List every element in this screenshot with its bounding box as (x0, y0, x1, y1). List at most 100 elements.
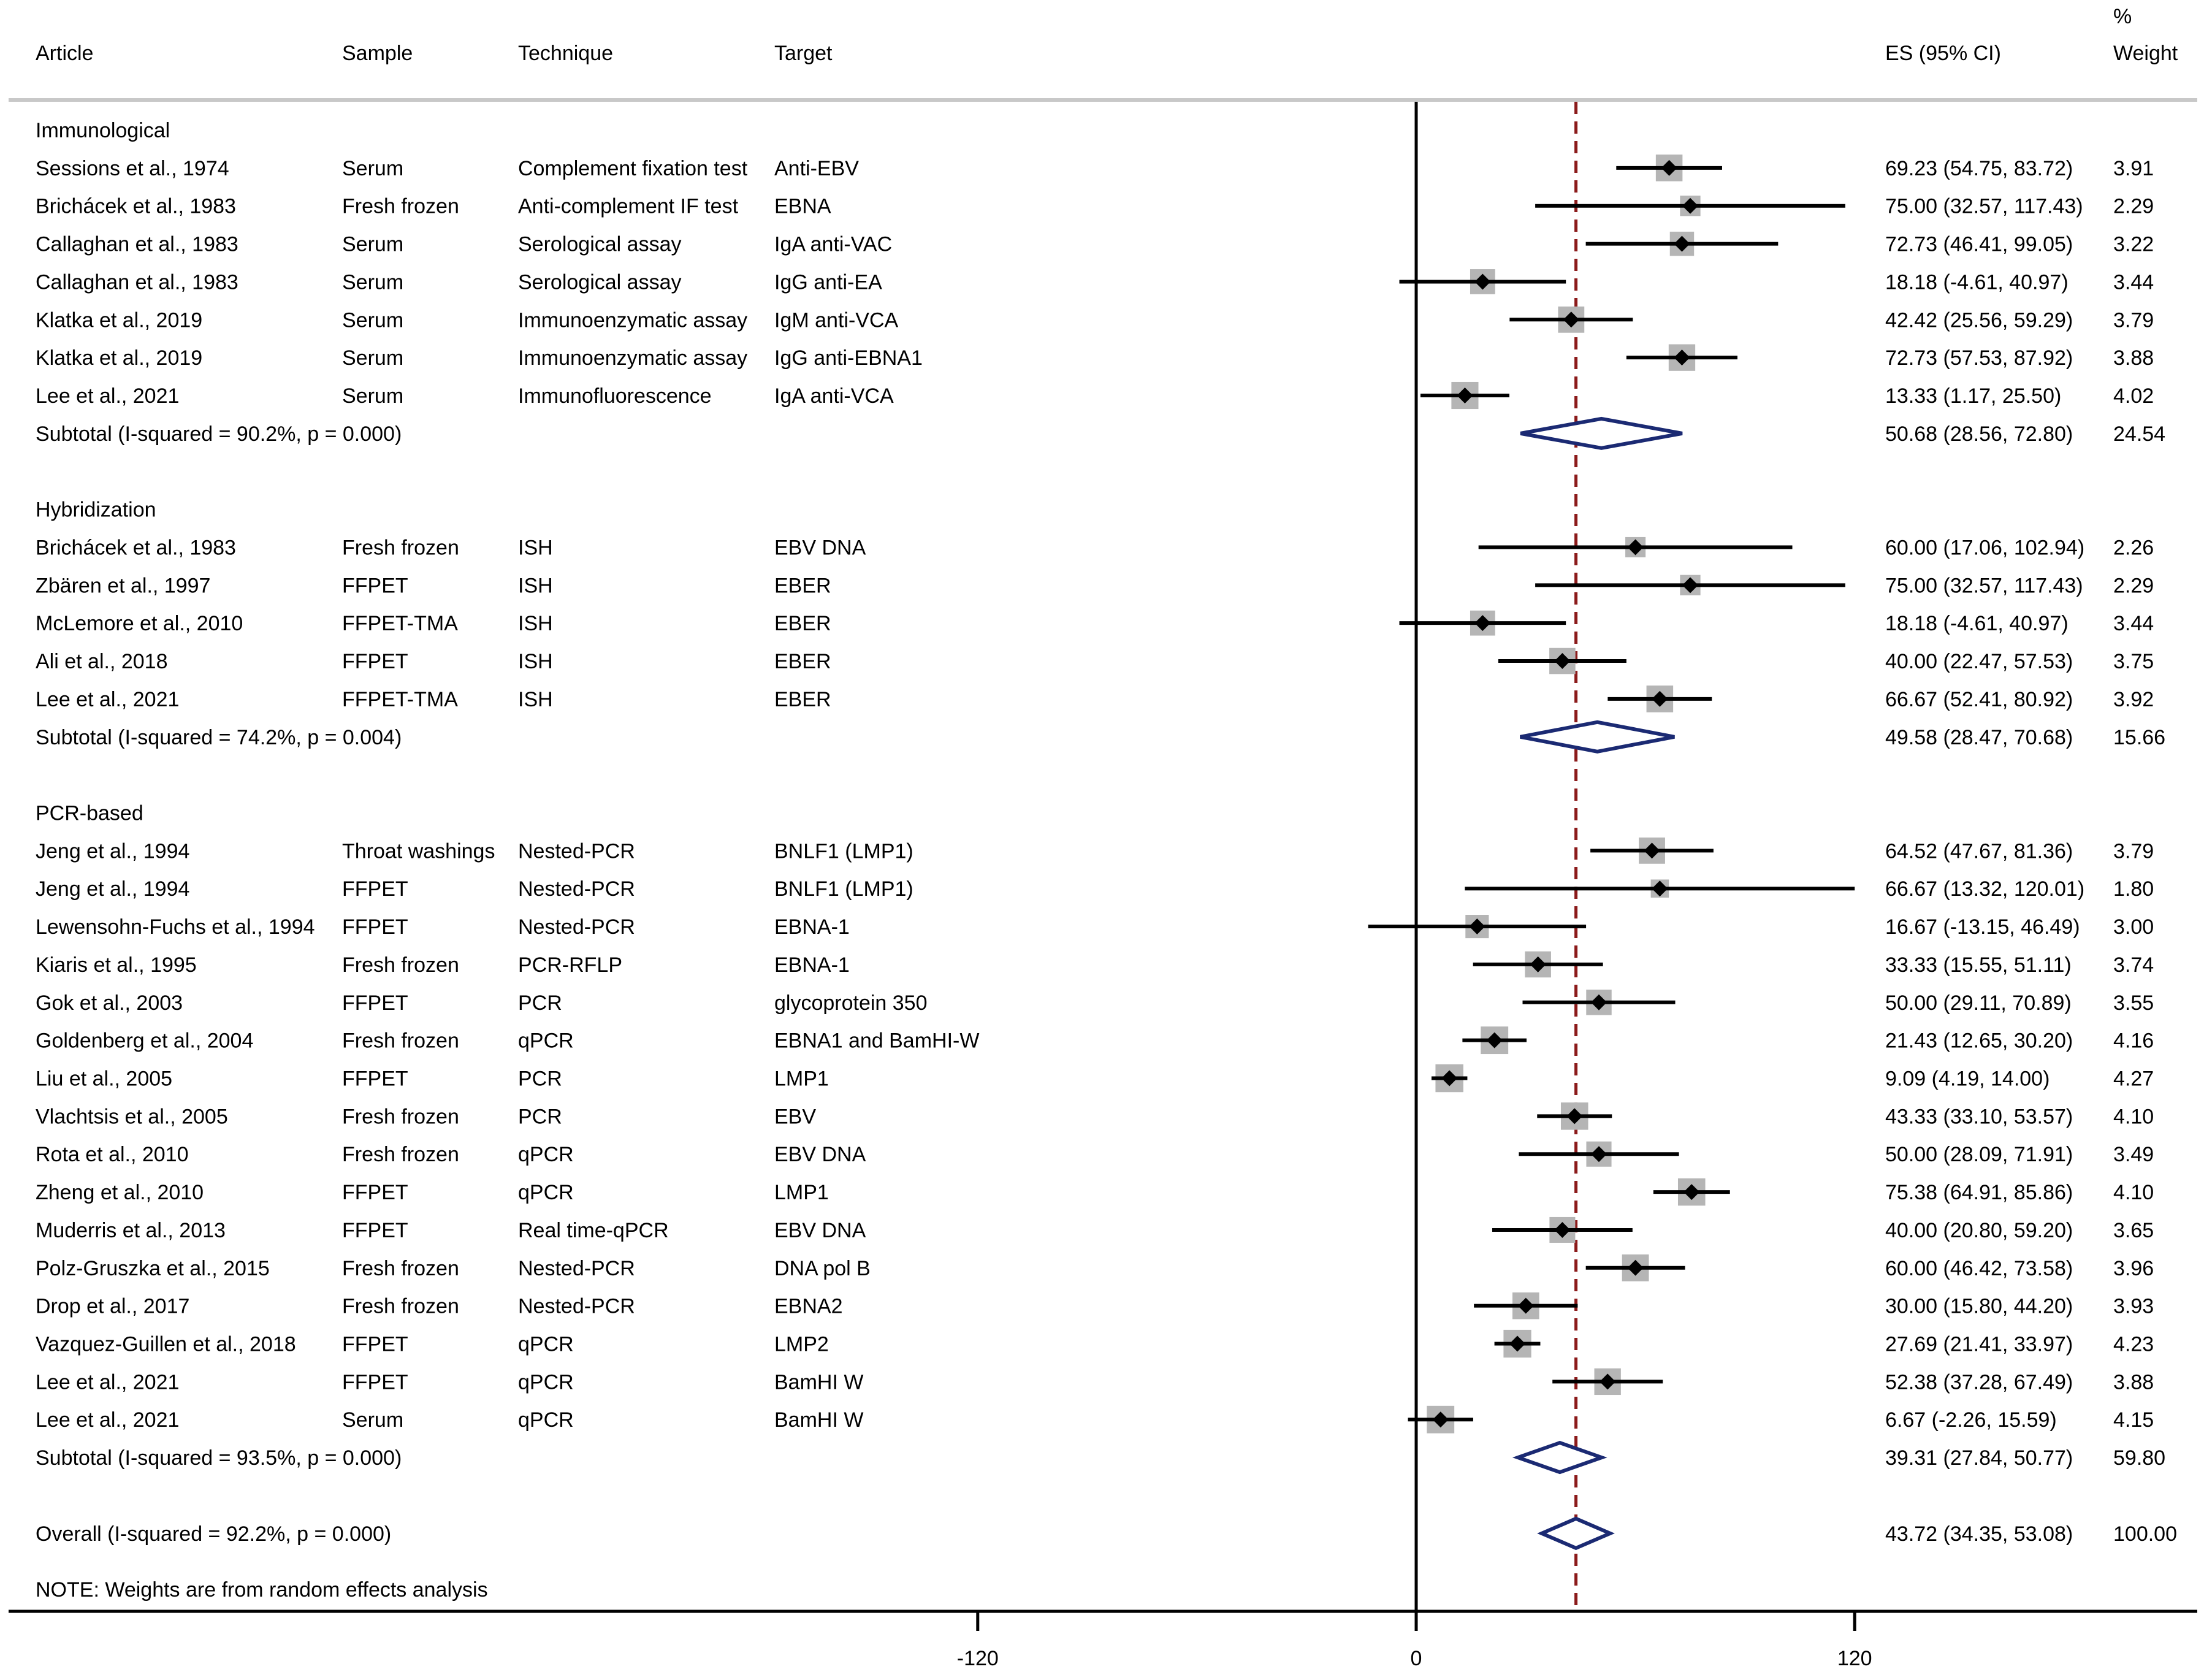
subtotal-label: Subtotal (I-squared = 74.2%, p = 0.004) (36, 726, 402, 749)
study-point-estimate (1652, 690, 1668, 707)
study-target: LMP1 (774, 1067, 829, 1091)
study-article: Vazquez-Guillen et al., 2018 (36, 1333, 296, 1356)
study-sample: Fresh frozen (342, 1029, 459, 1053)
study-sample: Fresh frozen (342, 536, 459, 559)
study-article: Zheng et al., 2010 (36, 1181, 204, 1204)
study-target: EBV DNA (774, 1143, 866, 1166)
overall-label: Overall (I-squared = 92.2%, p = 0.000) (36, 1522, 391, 1546)
study-point-estimate (1432, 1411, 1449, 1428)
study-point-estimate (1682, 577, 1698, 594)
study-technique: Serological assay (518, 233, 681, 256)
study-point-estimate (1627, 1259, 1644, 1276)
study-point-estimate (1563, 311, 1579, 328)
plot-marks (1368, 102, 1855, 1611)
study-sample: FFPET (342, 650, 408, 673)
study-technique: Nested-PCR (518, 915, 635, 939)
study-technique: PCR (518, 1067, 562, 1091)
study-sample: Fresh frozen (342, 195, 459, 218)
study-point-estimate (1517, 1297, 1534, 1314)
study-es-ci: 50.00 (29.11, 70.89) (1885, 991, 2072, 1015)
study-es-ci: 18.18 (-4.61, 40.97) (1885, 270, 2069, 294)
study-technique: ISH (518, 688, 553, 711)
study-target: BamHI W (774, 1408, 863, 1432)
header-technique: Technique (518, 42, 613, 65)
study-technique: PCR (518, 1105, 562, 1128)
study-target: EBER (774, 612, 831, 635)
study-sample: FFPET (342, 1181, 408, 1204)
study-es-ci: 16.67 (-13.15, 46.49) (1885, 915, 2080, 939)
study-article: Brichácek et al., 1983 (36, 195, 236, 218)
study-point-estimate (1627, 539, 1644, 556)
study-article: Gok et al., 2003 (36, 991, 183, 1015)
study-es-ci: 43.33 (33.10, 53.57) (1885, 1105, 2073, 1128)
study-technique: Nested-PCR (518, 1257, 635, 1280)
subtotal-diamond (1512, 1440, 1607, 1475)
study-technique: ISH (518, 612, 553, 635)
study-sample: FFPET (342, 915, 408, 939)
study-target: EBNA-1 (774, 953, 850, 977)
study-technique: qPCR (518, 1370, 574, 1394)
study-weight: 3.65 (2113, 1219, 2154, 1242)
study-weight: 3.96 (2113, 1257, 2154, 1280)
x-axis: -120 0 120 (9, 1609, 2197, 1670)
study-es-ci: 50.00 (28.09, 71.91) (1885, 1143, 2073, 1166)
study-point-estimate (1684, 1184, 1700, 1201)
study-target: EBNA (774, 195, 831, 218)
subtotal-label: Subtotal (I-squared = 90.2%, p = 0.000) (36, 422, 402, 446)
study-sample: FFPET (342, 574, 408, 597)
study-article: Drop et al., 2017 (36, 1295, 189, 1318)
study-weight: 4.27 (2113, 1067, 2154, 1091)
study-weight: 3.79 (2113, 839, 2154, 863)
study-target: EBNA2 (774, 1295, 843, 1318)
study-technique: Anti-complement IF test (518, 195, 739, 218)
group-label: PCR-based (36, 801, 143, 825)
study-point-estimate (1441, 1070, 1458, 1086)
study-sample: FFPET (342, 1370, 408, 1394)
study-es-ci: 30.00 (15.80, 44.20) (1885, 1295, 2073, 1318)
study-es-ci: 75.38 (64.91, 85.86) (1885, 1181, 2073, 1204)
study-weight: 2.26 (2113, 536, 2154, 559)
study-weight: 3.49 (2113, 1143, 2154, 1166)
study-weight: 3.00 (2113, 915, 2154, 939)
header-es: ES (95% CI) (1885, 42, 2001, 65)
study-target: EBER (774, 688, 831, 711)
study-weight: 4.02 (2113, 384, 2154, 408)
study-article: Klatka et al., 2019 (36, 308, 202, 332)
study-point-estimate (1591, 1146, 1607, 1163)
study-weight: 4.15 (2113, 1408, 2154, 1432)
study-article: Klatka et al., 2019 (36, 346, 202, 370)
study-article: Rota et al., 2010 (36, 1143, 189, 1166)
study-es-ci: 66.67 (52.41, 80.92) (1885, 688, 2073, 711)
study-article: Lewensohn-Fuchs et al., 1994 (36, 915, 315, 939)
study-target: EBV (774, 1105, 816, 1128)
subtotal-es-ci: 49.58 (28.47, 70.68) (1885, 726, 2073, 749)
study-article: Jeng et al., 1994 (36, 877, 189, 901)
study-point-estimate (1591, 994, 1607, 1010)
study-point-estimate (1554, 653, 1571, 670)
study-sample: Fresh frozen (342, 1105, 459, 1128)
study-weight: 1.80 (2113, 877, 2154, 901)
study-target: EBNA1 and BamHI-W (774, 1029, 979, 1053)
study-sample: Fresh frozen (342, 953, 459, 977)
x-axis-tick-label: 120 (1837, 1647, 1872, 1670)
study-article: Kiaris et al., 1995 (36, 953, 197, 977)
study-target: IgG anti-EBNA1 (774, 346, 923, 370)
study-es-ci: 6.67 (-2.26, 15.59) (1885, 1408, 2057, 1432)
study-weight: 2.29 (2113, 574, 2154, 597)
study-es-ci: 60.00 (46.42, 73.58) (1885, 1257, 2073, 1280)
study-point-estimate (1600, 1373, 1616, 1390)
study-article: Zbären et al., 1997 (36, 574, 210, 597)
study-technique: ISH (518, 574, 553, 597)
study-target: DNA pol B (774, 1257, 871, 1280)
study-sample: Fresh frozen (342, 1257, 459, 1280)
subtotal-weight: 24.54 (2113, 422, 2165, 446)
study-sample: Throat washings (342, 839, 495, 863)
study-weight: 3.22 (2113, 233, 2154, 256)
study-es-ci: 72.73 (46.41, 99.05) (1885, 233, 2073, 256)
study-technique: Complement fixation test (518, 157, 748, 180)
study-target: Anti-EBV (774, 157, 859, 180)
study-article: Vlachtsis et al., 2005 (36, 1105, 228, 1128)
study-sample: Serum (342, 157, 403, 180)
study-target: EBER (774, 650, 831, 673)
study-sample: FFPET (342, 877, 408, 901)
